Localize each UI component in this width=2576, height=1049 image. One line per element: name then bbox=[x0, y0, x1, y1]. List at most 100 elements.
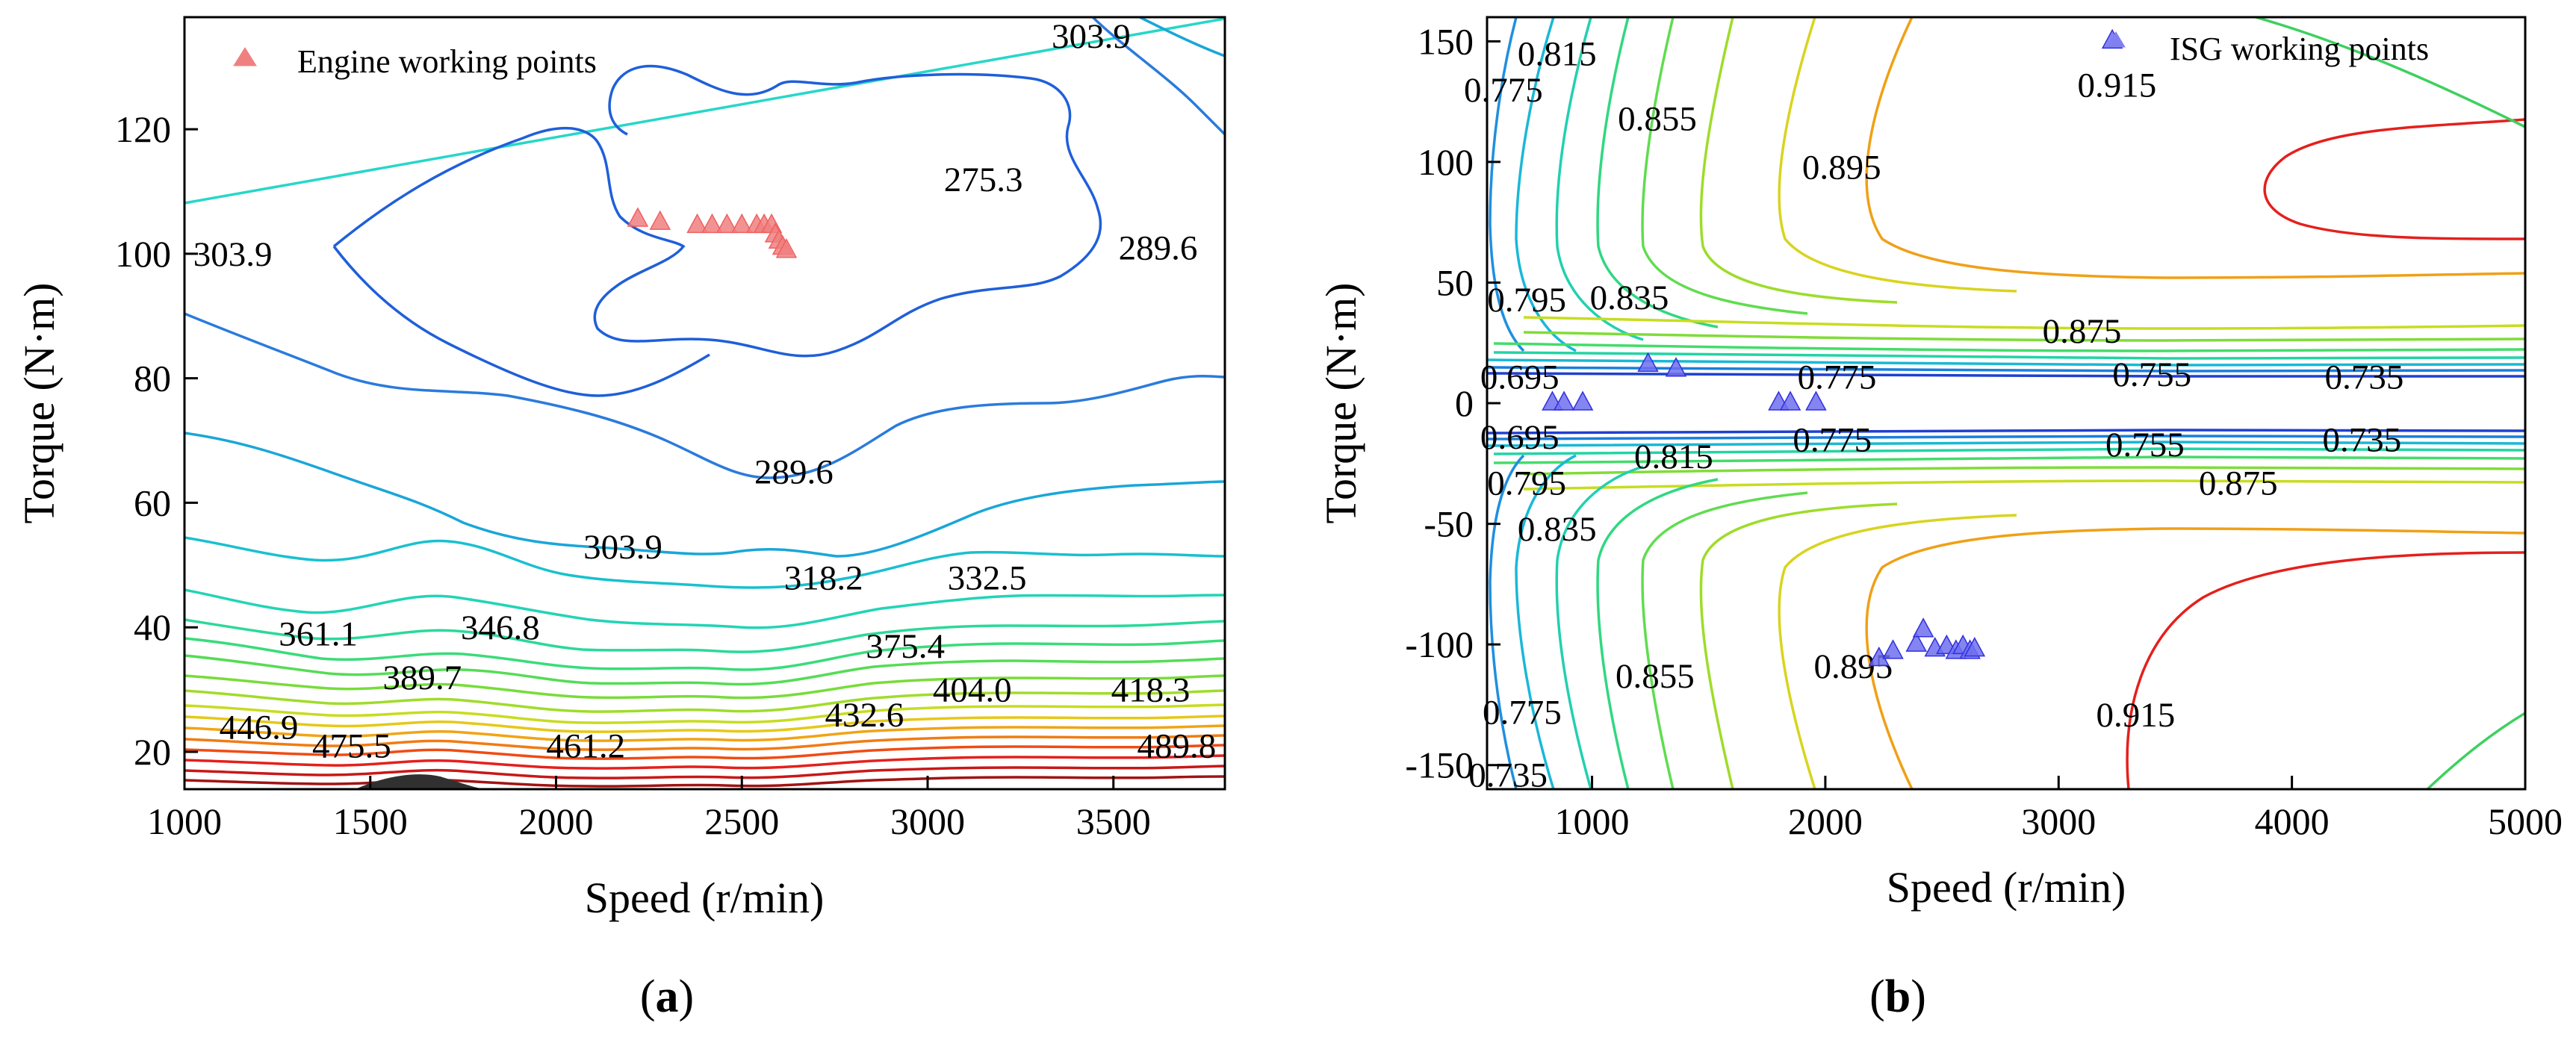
contour-label: 0.775 bbox=[1483, 694, 1562, 732]
b-upper-band-1 bbox=[1865, 17, 2525, 279]
working-point bbox=[1882, 639, 1904, 659]
contour-label: 0.755 bbox=[2112, 355, 2191, 394]
contour-label: 0.755 bbox=[2105, 426, 2185, 464]
b-green-top-right bbox=[2255, 17, 2525, 128]
contour-289-6-upper bbox=[1090, 17, 1225, 136]
contour-518 bbox=[184, 775, 1225, 788]
contour-label: 0.775 bbox=[1798, 358, 1877, 396]
b-green-bottom-right bbox=[2426, 712, 2525, 789]
b-upper-band-2 bbox=[1523, 316, 2525, 330]
contour-label: 303.9 bbox=[1052, 17, 1131, 56]
working-point bbox=[1637, 352, 1659, 373]
b-lower-band-2 bbox=[1523, 479, 2525, 491]
working-point bbox=[686, 213, 708, 234]
y-tick-label: 40 bbox=[134, 606, 171, 648]
y-tick-label: 50 bbox=[1436, 261, 1474, 303]
working-point bbox=[649, 210, 671, 230]
contour-461-2 bbox=[184, 734, 1225, 751]
b-lower-band-8 bbox=[1487, 429, 2525, 435]
working-point bbox=[716, 213, 738, 234]
x-tick-label: 2000 bbox=[519, 800, 594, 842]
panel-b-working-points bbox=[1542, 28, 2123, 667]
y-tick-label: 80 bbox=[134, 358, 171, 399]
contour-label: 0.875 bbox=[2043, 312, 2122, 351]
contour-label: 332.5 bbox=[948, 558, 1027, 597]
panel-b-legend: ISG working points bbox=[2106, 31, 2429, 67]
b-lower-band-5 bbox=[1493, 447, 2525, 455]
b-upper-c2 bbox=[1515, 17, 1577, 352]
contour-label: 0.855 bbox=[1618, 100, 1697, 139]
b-upper-c4 bbox=[1596, 17, 1719, 329]
contour-label: 0.815 bbox=[1518, 34, 1597, 73]
contour-389-7 bbox=[184, 674, 1225, 700]
contour-label: 0.915 bbox=[2077, 66, 2156, 105]
panel-a-label: (a) bbox=[640, 971, 694, 1022]
contour-label: 318.2 bbox=[784, 558, 863, 597]
working-point bbox=[1805, 390, 1827, 411]
panel-a-frame bbox=[183, 16, 1226, 791]
b-red-upper bbox=[2263, 118, 2525, 240]
y-tick-label: -150 bbox=[1405, 744, 1474, 786]
working-point bbox=[627, 207, 649, 227]
contour-475-5 bbox=[184, 744, 1225, 760]
contour-404-0 bbox=[184, 689, 1225, 713]
working-point bbox=[1964, 637, 1986, 657]
b-upper-band-4 bbox=[1493, 342, 2525, 352]
contour-label: 0.895 bbox=[1802, 148, 1881, 187]
b-lower-c2 bbox=[1515, 454, 1577, 789]
contour-432-6 bbox=[184, 715, 1225, 733]
panel-a-contour-labels: 303.9 275.3 289.6 303.9 289.6 303.9 318.2 332.5… bbox=[193, 17, 1216, 766]
x-tick-label: 3500 bbox=[1076, 800, 1151, 842]
contour-label: 0.855 bbox=[1616, 657, 1695, 696]
panel-b: 1000 2000 3000 4000 5000 150 100 50 0 -50 -100 -15… bbox=[1317, 16, 2563, 1022]
x-tick-label: 1000 bbox=[1555, 800, 1630, 842]
working-point bbox=[1665, 357, 1687, 377]
working-point bbox=[775, 238, 798, 258]
panel-b-x-axis-label: Speed (r/min) bbox=[1887, 863, 2126, 912]
contour-label: 0.695 bbox=[1480, 358, 1559, 396]
y-tick-label: 120 bbox=[115, 108, 171, 150]
contour-label: 418.3 bbox=[1111, 671, 1191, 710]
contour-label: 0.915 bbox=[2096, 696, 2175, 735]
b-lower-c5 bbox=[1641, 491, 1808, 789]
contour-275-3b bbox=[332, 245, 710, 397]
dark-blob bbox=[358, 774, 479, 789]
contour-label: 475.5 bbox=[312, 727, 391, 766]
b-lower-c3 bbox=[1555, 465, 1644, 789]
contour-label: 0.775 bbox=[1793, 420, 1872, 459]
x-tick-label: 4000 bbox=[2255, 800, 2330, 842]
contour-332-5 bbox=[184, 588, 1225, 629]
b-lower-c6 bbox=[1699, 502, 1898, 789]
working-point bbox=[1779, 390, 1801, 411]
contour-label: 289.6 bbox=[754, 453, 834, 492]
contour-label: 0.835 bbox=[1518, 510, 1597, 549]
contour-318-2 bbox=[184, 536, 1225, 589]
contour-489-8 bbox=[184, 754, 1225, 770]
contour-label: 404.0 bbox=[933, 671, 1012, 710]
x-tick-label: 2000 bbox=[1788, 800, 1863, 842]
contour-label: 0.795 bbox=[1487, 464, 1566, 503]
x-tick-label: 5000 bbox=[2488, 800, 2563, 842]
b-lower-band-6 bbox=[1487, 441, 2525, 447]
legend-marker-triangle-blue bbox=[2106, 31, 2126, 48]
contour-446-9 bbox=[184, 724, 1225, 742]
contour-504 bbox=[184, 765, 1225, 779]
y-tick-label: 150 bbox=[1418, 20, 1474, 62]
contour-label: 0.735 bbox=[2322, 420, 2401, 459]
contour-289-6 bbox=[184, 312, 1225, 479]
contour-label: 275.3 bbox=[944, 161, 1023, 199]
contour-label: 461.2 bbox=[546, 727, 625, 766]
working-point bbox=[1553, 390, 1575, 411]
x-tick-label: 2500 bbox=[704, 800, 779, 842]
panel-a-y-axis-label: Torque (N·m) bbox=[15, 283, 63, 524]
x-tick-label: 3000 bbox=[2021, 800, 2096, 842]
contour-label: 289.6 bbox=[1119, 229, 1198, 268]
b-lower-band-3 bbox=[1523, 466, 2525, 476]
contour-375-4 bbox=[184, 654, 1225, 686]
contour-label: 375.4 bbox=[866, 627, 945, 666]
contour-label: 346.8 bbox=[461, 608, 540, 647]
panel-a-contours bbox=[184, 17, 1225, 789]
b-upper-c1 bbox=[1489, 17, 1525, 352]
contour-label: 0.735 bbox=[1468, 756, 1548, 795]
